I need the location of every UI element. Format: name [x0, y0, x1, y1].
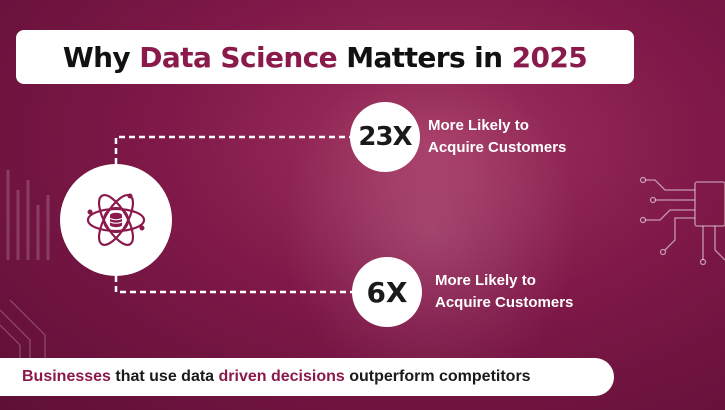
- stat-value-2: 6X: [366, 275, 408, 309]
- title-highlight-year: 2025: [511, 40, 588, 74]
- title-highlight-data-science: Data Science: [139, 40, 338, 74]
- footer-highlight-decisions: driven decisions: [218, 368, 345, 385]
- stat-1-line-2: Acquire Customers: [428, 139, 567, 156]
- stat-2-line-1: More Likely to: [435, 272, 536, 289]
- title-text-2: Matters in: [337, 40, 512, 74]
- stat-1-line-1: More Likely to: [428, 117, 529, 134]
- stat-value-1: 23X: [358, 122, 412, 152]
- hub-circle: [60, 164, 172, 276]
- footer-text-1: that use data: [110, 368, 219, 385]
- stat-value-circle-1: 23X: [350, 102, 420, 172]
- footer-highlight-businesses: Businesses: [22, 368, 111, 385]
- background-glow: [280, 60, 580, 400]
- footer-text-2: outperform competitors: [344, 368, 531, 385]
- database-atom-icon: [86, 193, 146, 246]
- footer-banner: Businesses that use data driven decision…: [0, 358, 614, 396]
- stat-2-line-2: Acquire Customers: [435, 294, 574, 311]
- stat-description-2: More Likely to Acquire Customers: [435, 270, 573, 314]
- stat-description-1: More Likely to Acquire Customers: [428, 115, 566, 159]
- title-text-1: Why: [62, 40, 140, 74]
- page-title: Why Data Science Matters in 2025: [16, 30, 634, 84]
- stat-value-circle-2: 6X: [352, 257, 422, 327]
